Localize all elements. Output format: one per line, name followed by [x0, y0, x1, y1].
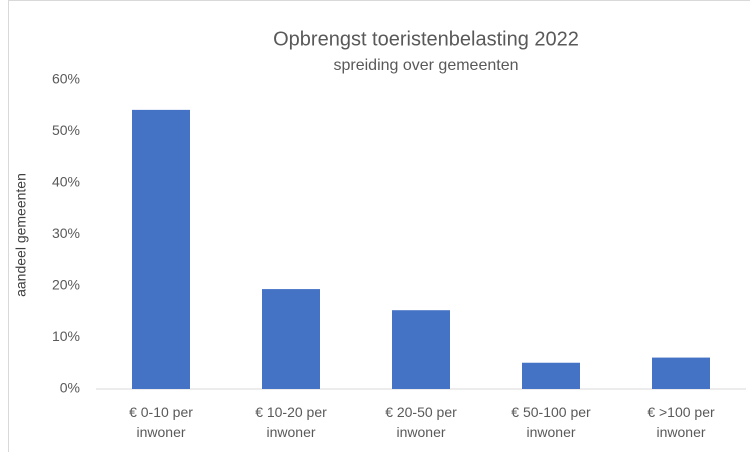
y-tick-label: 0% [60, 380, 80, 396]
x-tick-label: € 50-100 per inwoner [511, 404, 591, 440]
chart-subtitle: spreiding over gemeenten [333, 57, 518, 74]
bar [392, 310, 450, 389]
chart-title: Opbrengst toeristenbelasting 2022 [273, 28, 579, 50]
x-tick-label: € 20-50 per inwoner [385, 404, 457, 440]
bar [132, 109, 190, 390]
x-tick-label: € 10-20 per inwoner [255, 404, 327, 440]
bar [262, 289, 320, 389]
y-tick-label: 40% [52, 174, 80, 190]
y-tick-label: 30% [52, 225, 80, 241]
x-tick-label: € 0-10 per inwoner [129, 404, 193, 440]
bar [522, 362, 580, 389]
y-tick-label: 20% [52, 277, 80, 293]
bar [652, 357, 710, 389]
y-tick-label: 50% [52, 122, 80, 138]
y-axis-label: aandeel gemeenten [13, 173, 29, 297]
y-tick-label: 60% [52, 71, 80, 87]
y-tick-label: 10% [52, 328, 80, 344]
x-tick-label: € >100 per inwoner [647, 404, 715, 440]
